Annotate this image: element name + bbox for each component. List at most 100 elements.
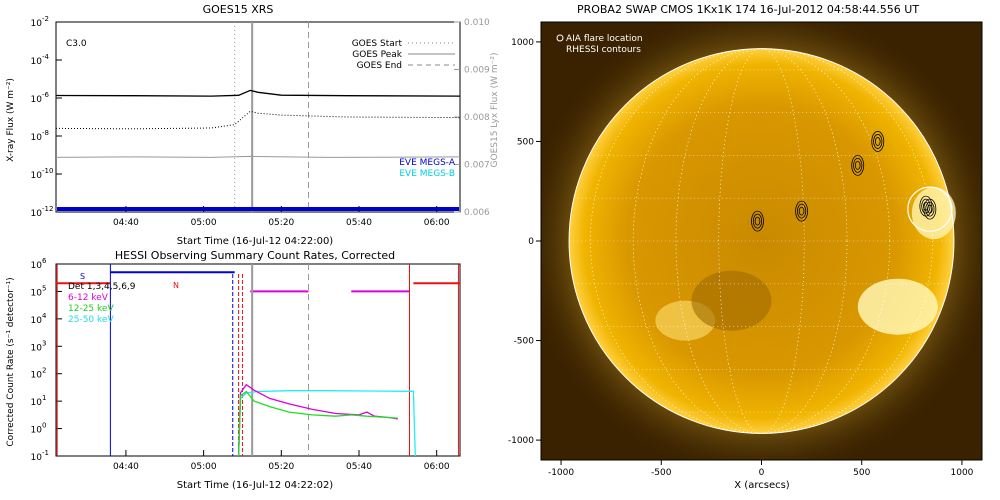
hessi-ylabel: Corrected Count Rate (s⁻¹ detector⁻¹)	[6, 277, 16, 446]
swap-axes: -1000 -500 0 500 1000 -1000 -500 0 500 1000	[508, 21, 983, 478]
hessi-frame	[55, 263, 461, 457]
sun-grid-longitude	[675, 48, 848, 434]
rhessi-contour	[751, 210, 764, 232]
hessi-ytick-label: 10	[31, 371, 43, 381]
swap-legend-aia: AIA flare location	[566, 34, 643, 44]
goes-rtick-label: 0.010	[464, 18, 490, 28]
goes-rtick-label: 0.007	[464, 161, 490, 171]
swap-xtick-label: -1000	[548, 468, 574, 478]
rhessi-contour	[853, 157, 863, 173]
active-region	[911, 187, 956, 240]
goes-legend: GOES Start GOES Peak GOES End	[352, 39, 455, 71]
aia-flare-location	[907, 186, 953, 232]
rhessi-contour	[854, 160, 861, 170]
hessi-legend-12-25: 12-25 keV	[68, 304, 114, 314]
goes-ylabel-right: GOES15 Lyx Flux (W m⁻²)	[490, 53, 500, 168]
hessi-ytick-label: 10	[31, 426, 43, 436]
goes-rtick-label: 0.009	[464, 66, 490, 76]
rhessi-contour	[873, 134, 883, 149]
aia-flare-legend-marker	[556, 34, 564, 42]
hessi-xlabel: Start Time (16-Jul-12 04:22:02)	[177, 480, 334, 491]
rhessi-contour	[752, 213, 763, 229]
swap-panel: PROBA2 SWAP CMOS 1Kx1K 174 16-Jul-2012 0…	[508, 3, 983, 491]
hessi-xtick-label: 06:00	[424, 462, 450, 472]
hessi-panel: HESSI Observing Summary Count Rates, Cor…	[6, 249, 461, 491]
goes-long-series	[55, 89, 461, 97]
rhessi-contour	[796, 203, 807, 219]
hessi-ytick-label: 10	[31, 261, 43, 271]
rhessi-contour	[754, 216, 761, 226]
swap-legend-rhessi: RHESSI contours	[566, 45, 641, 55]
hessi-series-12-25	[237, 390, 398, 457]
hessi-legend: Det 1,3,4,5,6,9 6-12 keV 12-25 keV 25-50…	[68, 282, 136, 325]
goes-xlabel: Start Time (16-Jul-12 04:22:00)	[177, 236, 334, 247]
goes-ytick-label: 10	[31, 19, 43, 29]
goes-class-label: C3.0	[66, 39, 87, 49]
hessi-title: HESSI Observing Summary Count Rates, Cor…	[115, 249, 395, 262]
rhessi-contour	[795, 200, 808, 222]
goes-ytick-label: 10	[31, 209, 43, 219]
hessi-ytick-exp: 3	[42, 339, 46, 347]
swap-xtick-label: 500	[853, 468, 870, 478]
goes-legend-peak: GOES Peak	[352, 50, 402, 60]
swap-ytick-label: -500	[514, 337, 535, 347]
hessi-ytick-exp: 0	[42, 422, 46, 430]
goes-ytick-exp: -10	[42, 167, 53, 175]
goes-xtick-label: 04:40	[113, 218, 139, 228]
goes-ytick-label: 10	[31, 133, 43, 143]
swap-ytick-label: 0	[528, 237, 534, 247]
rhessi-contour	[923, 201, 929, 211]
rhessi-contour	[798, 206, 805, 216]
hessi-ytick-exp: 1	[42, 394, 46, 402]
swap-ytick-label: 1000	[511, 38, 534, 48]
rhessi-contour	[871, 131, 885, 152]
hessi-flag-s: S	[80, 272, 85, 281]
goes-title: GOES15 XRS	[203, 3, 274, 16]
goes-rtick-label: 0.006	[464, 208, 490, 218]
goes-xtick-label: 06:00	[424, 218, 450, 228]
hessi-xtick-label: 05:00	[191, 462, 217, 472]
active-region	[857, 278, 938, 335]
sun-limb	[568, 48, 955, 434]
goes-ytick-exp: -6	[42, 91, 50, 99]
hessi-ytick-label: 10	[31, 453, 43, 463]
swap-legend: AIA flare location RHESSI contours	[556, 34, 643, 55]
hessi-ytick-exp: 4	[42, 312, 47, 320]
eve-megs-a-label: EVE MEGS-A	[399, 158, 456, 168]
swap-ytick-label: 500	[517, 137, 534, 147]
hessi-legend-6-12: 6-12 keV	[68, 293, 109, 303]
swap-xtick-label: 1000	[951, 468, 974, 478]
hessi-legend-det: Det 1,3,4,5,6,9	[68, 282, 136, 292]
swap-xlabel: X (arcsecs)	[734, 480, 790, 491]
goes-xtick-label: 05:40	[346, 218, 372, 228]
goes-legend-start: GOES Start	[352, 39, 403, 49]
eve-megs-b-label: EVE MEGS-B	[399, 169, 455, 179]
goes-ytick-exp: -12	[42, 205, 53, 213]
goes-ytick-label: 10	[31, 171, 43, 181]
hessi-ytick-label: 10	[31, 343, 43, 353]
goes-rtick-label: 0.008	[464, 113, 490, 123]
coronal-hole	[691, 270, 772, 331]
swap-title: PROBA2 SWAP CMOS 1Kx1K 174 16-Jul-2012 0…	[577, 3, 919, 16]
hessi-ytick-exp: 2	[42, 367, 46, 375]
hessi-flag-n: N	[173, 281, 179, 290]
rhessi-contour	[874, 137, 881, 146]
hessi-series-25-50	[237, 390, 416, 457]
goes-ytick-exp: -2	[42, 15, 49, 23]
hessi-ytick-label: 10	[31, 398, 43, 408]
hessi-ytick-exp: -1	[42, 449, 49, 457]
goes-lya-series	[55, 155, 461, 158]
rhessi-contour	[925, 201, 935, 217]
goes-ytick-exp: -4	[42, 53, 50, 61]
swap-xtick-label: -500	[651, 468, 672, 478]
eve-megs-a-band	[57, 207, 459, 211]
hessi-ytick-exp: 6	[42, 257, 47, 265]
goes-ytick-exp: -8	[42, 129, 49, 137]
goes-ytick-label: 10	[31, 57, 43, 67]
goes-legend-end: GOES End	[357, 61, 402, 71]
goes-ylabel: X-ray Flux (W m⁻²)	[6, 78, 16, 162]
